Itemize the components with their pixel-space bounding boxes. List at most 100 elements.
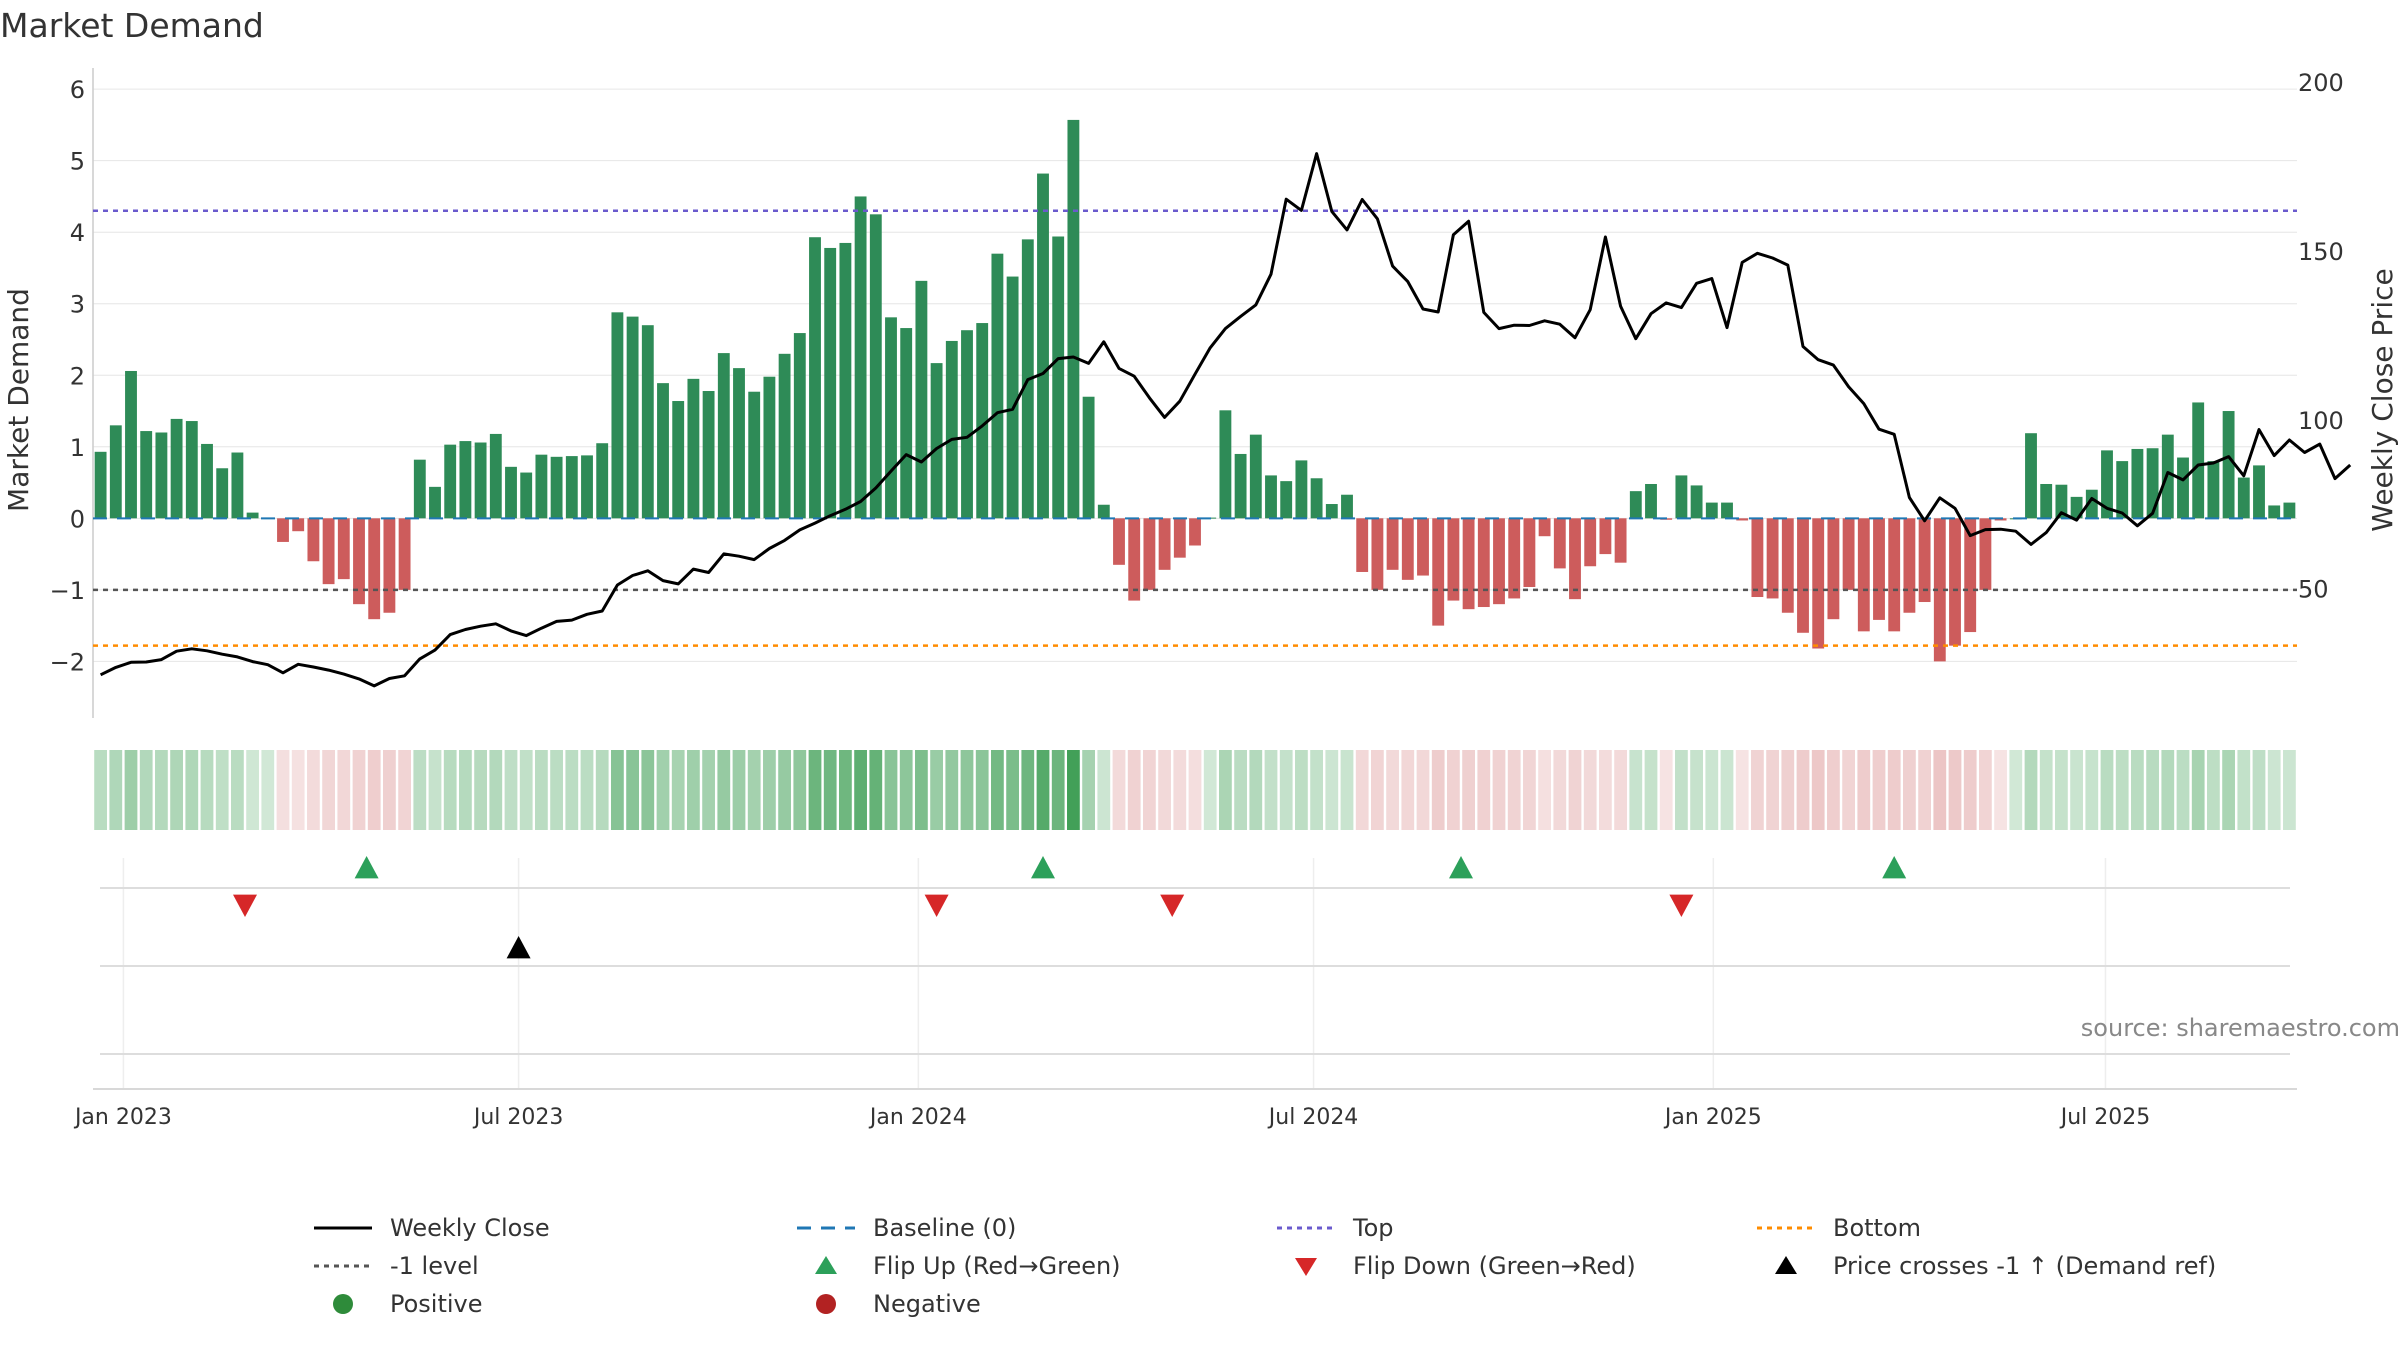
heat-strip-cell <box>2146 750 2159 830</box>
legend-swatch-icon <box>1775 1256 1797 1274</box>
y-axis-label: Market Demand <box>2 288 35 512</box>
demand-bar <box>915 280 928 519</box>
heat-strip-cell <box>2100 750 2114 830</box>
demand-bar <box>1295 460 1308 519</box>
heat-strip-cell <box>1948 750 1962 830</box>
heat-strip-cell <box>717 750 731 830</box>
demand-bar <box>489 433 502 519</box>
demand-bar <box>2025 433 2037 519</box>
demand-bar <box>2055 484 2068 519</box>
heat-strip-cell <box>1751 750 1764 830</box>
demand-bar <box>702 391 715 519</box>
demand-bar <box>793 333 806 519</box>
demand-bar <box>1857 518 1870 632</box>
heat-strip-cell <box>2176 750 2190 830</box>
heat-strip-cell <box>1675 750 1688 830</box>
demand-bar <box>2177 457 2189 519</box>
heat-strip-cell <box>124 750 138 830</box>
heat-strip-cell <box>1188 750 1202 830</box>
heat-strip-cell <box>626 750 639 830</box>
demand-bar <box>1234 453 1247 519</box>
heat-strip-cell <box>1462 750 1475 830</box>
demand-bar <box>292 518 305 532</box>
demand-bar <box>1584 518 1597 567</box>
heat-strip-cell <box>2115 750 2129 830</box>
demand-bar <box>1447 518 1460 601</box>
x-tick-label: Jul 2024 <box>1267 1105 1359 1130</box>
heat-strip-cell <box>1021 750 1035 830</box>
heat-strip-cell <box>307 750 320 830</box>
demand-bar <box>1280 481 1293 519</box>
demand-bar <box>94 451 107 519</box>
heat-strip-cell <box>839 750 852 830</box>
heat-strip-cell <box>261 750 275 830</box>
heat-strip-cell <box>1036 750 1050 830</box>
heat-strip-cell <box>2283 750 2296 830</box>
demand-bar <box>413 459 426 519</box>
heat-strip-cell <box>2161 750 2175 830</box>
heat-strip-cell <box>1279 750 1293 830</box>
heat-strip-cell <box>550 750 563 830</box>
demand-bar <box>596 443 609 519</box>
demand-bar <box>687 378 700 519</box>
demand-bar <box>1462 518 1475 610</box>
flip-down-marker <box>924 894 949 917</box>
heat-strip-cell <box>1507 750 1521 830</box>
demand-bar <box>1538 518 1551 537</box>
demand-bar <box>2070 496 2083 519</box>
demand-bar <box>641 325 654 519</box>
heat-strip-cell <box>565 750 579 830</box>
demand-bar <box>337 518 350 580</box>
heat-strip-cell <box>398 750 411 830</box>
demand-bar <box>1417 518 1429 576</box>
heat-strip-cell <box>1295 750 1308 830</box>
demand-bar <box>201 443 213 519</box>
heat-strip-cell <box>231 750 244 830</box>
y-tick-label: 2 <box>70 362 85 390</box>
demand-bar <box>1325 504 1338 519</box>
demand-bar <box>2101 450 2113 519</box>
demand-bar <box>1888 518 1901 632</box>
heat-strip-cell <box>611 750 624 830</box>
demand-bar <box>1265 475 1277 519</box>
demand-bar <box>140 431 153 519</box>
heat-strip-cell <box>930 750 943 830</box>
legend-label: -1 level <box>390 1252 479 1280</box>
demand-bar <box>2146 448 2159 519</box>
demand-bar <box>1781 518 1794 613</box>
demand-bar <box>383 518 396 613</box>
heat-strip-cell <box>200 750 214 830</box>
heat-strip-cell <box>2267 750 2281 830</box>
demand-bar <box>1523 518 1536 587</box>
heat-strip-cell <box>1355 750 1369 830</box>
legend-swatch-icon <box>314 1226 372 1230</box>
heat-strip-cell <box>1447 750 1460 830</box>
heat-strip-cell <box>367 750 381 830</box>
heat-strip-cell <box>1477 750 1491 830</box>
heat-strip-cell <box>671 750 685 830</box>
demand-bar <box>1827 518 1840 620</box>
heat-strip-cell <box>823 750 837 830</box>
demand-bar <box>109 425 122 519</box>
demand-bar <box>778 353 791 519</box>
heat-strip-cell <box>504 750 518 830</box>
legend-label: Top <box>1353 1214 1394 1242</box>
demand-bar <box>885 317 897 519</box>
legend-label: Price crosses -1 ↑ (Demand ref) <box>1833 1252 2217 1280</box>
heat-strip-cell <box>322 750 335 830</box>
heat-strip-cell <box>2237 750 2251 830</box>
heat-strip-cell <box>1735 750 1749 830</box>
demand-bar <box>1508 518 1521 599</box>
heat-strip-cell <box>1203 750 1217 830</box>
heat-strip-cell <box>94 750 107 830</box>
legend-swatch-icon <box>333 1294 353 1314</box>
heat-strip-cell <box>1538 750 1551 830</box>
heat-strip-cell <box>595 750 609 830</box>
legend-item: Top <box>1275 1210 1394 1246</box>
heat-strip-cell <box>1872 750 1886 830</box>
heat-strip-cell <box>1690 750 1703 830</box>
demand-bar <box>1873 518 1885 620</box>
demand-bar <box>1949 518 1961 646</box>
source-credit: source: sharemaestro.com <box>2080 1014 2400 1042</box>
